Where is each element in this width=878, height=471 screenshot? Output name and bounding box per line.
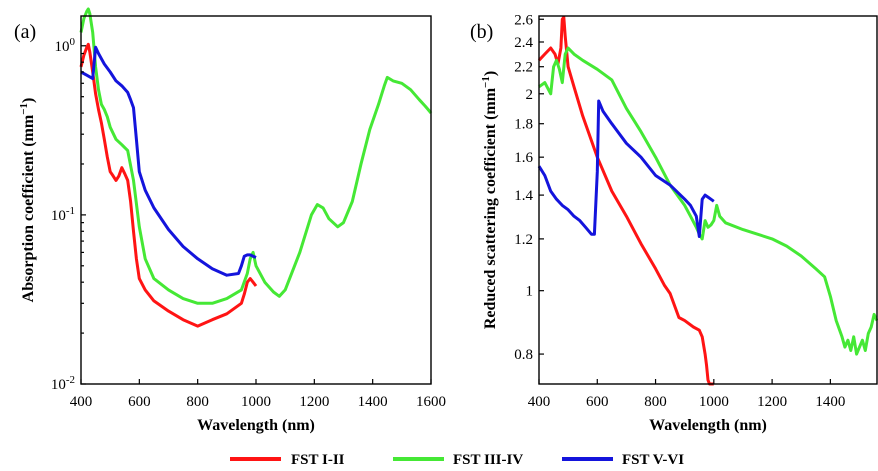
panel-a-x-tick-label: 400 — [70, 394, 93, 410]
panel-b-axes-box — [538, 15, 878, 385]
panel-b-line-fst-iii-iv — [538, 46, 878, 356]
panel-a-series — [79, 7, 433, 328]
panel-b-ticks: 400 600 800 1000 1200 1400 0.8 1 1.2 1.4 1.6 1.8 2 2.… — [514, 12, 845, 410]
legend-label-fst-v-vi: FST V-VI — [622, 452, 684, 468]
panel-a-ticks: 400 600 800 1000 1200 1400 1600 10-2 10-1 100 — [51, 36, 446, 410]
panel-b-label: (b) — [470, 21, 493, 43]
panel-a-label: (a) — [14, 21, 36, 43]
panel-b-y-tick-label: 2 — [526, 87, 534, 103]
panel-b-x-tick-label: 1000 — [699, 394, 729, 410]
panel-a-x-tick-label: 1600 — [416, 394, 446, 410]
panel-a-line-fst-v-vi — [80, 45, 257, 277]
panel-a-x-tick-label: 1000 — [241, 394, 271, 410]
panel-a-y-tick-label: 100 — [55, 36, 76, 55]
panel-a-x-tick-label: 1400 — [358, 394, 388, 410]
panel-b-x-tick-label: 1200 — [757, 394, 787, 410]
legend: FST I-II FST III-IV FST V-VI — [230, 452, 684, 468]
panel-a-y-axis-label: Absorption coefficient (mm−1) — [18, 98, 37, 303]
panel-b-y-axis-label: Reduced scattering coefficient (mm−1) — [480, 71, 499, 329]
panel-a-x-axis-label: Wavelength (nm) — [197, 417, 315, 434]
panel-b-y-tick-label: 1.8 — [514, 117, 533, 133]
panel-a-axes-box — [80, 15, 432, 385]
panel-b-y-tick-label: 1.4 — [514, 188, 533, 204]
panel-a: (a) 400 600 800 1000 1200 1400 1600 10-2 10-1 100… — [14, 7, 446, 434]
panel-b-series — [537, 15, 878, 386]
panel-a-line-fst-iii-iv — [79, 7, 433, 305]
panel-b-line-fst-v-vi — [537, 99, 715, 238]
panel-b-line-fst-i-ii — [537, 15, 714, 386]
panel-a-x-tick-label: 800 — [186, 394, 209, 410]
panel-b-x-tick-label: 600 — [586, 394, 609, 410]
panel-b: (b) 400 600 800 1000 1200 1400 0.8 1 1.2 1.4 1.6 1.… — [470, 12, 878, 434]
panel-a-line-fst-i-ii — [79, 42, 258, 328]
panel-a-x-tick-label: 1200 — [299, 394, 329, 410]
panel-b-x-axis-label: Wavelength (nm) — [649, 417, 767, 434]
panel-b-y-tick-label: 2.2 — [514, 60, 533, 76]
panel-b-x-tick-label: 800 — [644, 394, 667, 410]
panel-b-x-tick-label: 400 — [528, 394, 551, 410]
panel-b-y-tick-label: 2.6 — [514, 12, 533, 28]
panel-b-y-tick-label: 0.8 — [514, 347, 533, 363]
panel-a-y-tick-label: 10-2 — [51, 374, 75, 393]
panel-a-x-tick-label: 600 — [128, 394, 151, 410]
legend-label-fst-i-ii: FST I-II — [291, 452, 345, 468]
panel-a-y-tick-label: 10-1 — [51, 205, 75, 224]
panel-b-y-tick-label: 2.4 — [514, 35, 533, 51]
panel-b-y-tick-label: 1.2 — [514, 232, 533, 248]
panel-b-y-tick-label: 1 — [526, 284, 534, 300]
panel-b-x-tick-label: 1400 — [815, 394, 845, 410]
legend-label-fst-iii-iv: FST III-IV — [453, 452, 523, 468]
panel-b-y-tick-label: 1.6 — [514, 150, 533, 166]
